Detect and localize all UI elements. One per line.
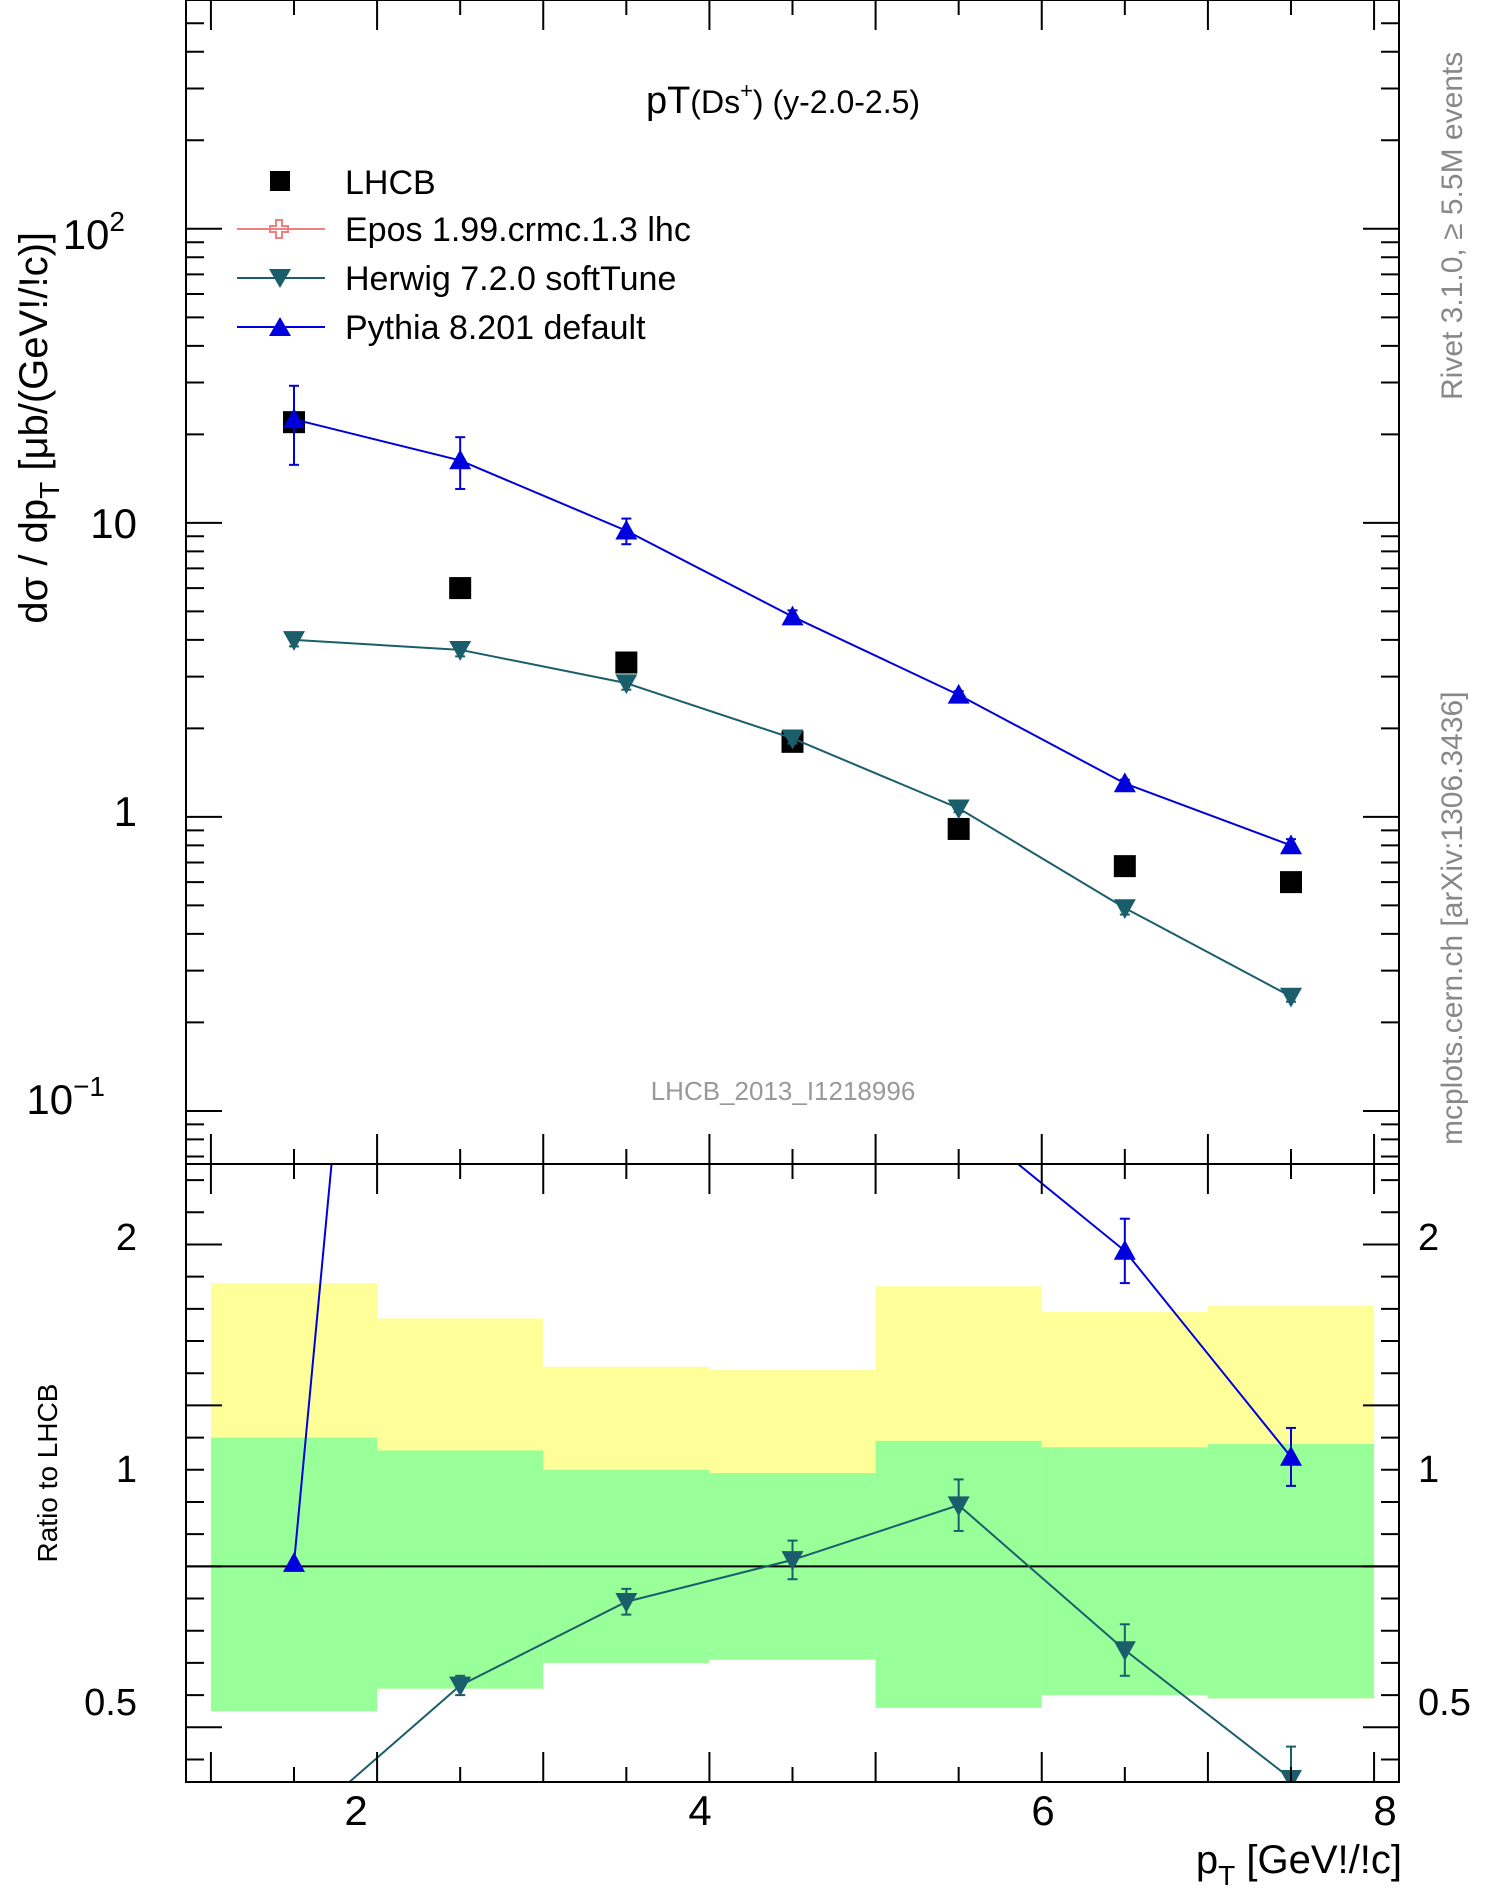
- legend-label: Herwig 7.2.0 softTune: [345, 260, 676, 298]
- data-point: [947, 799, 970, 820]
- band-green: [210, 1437, 378, 1712]
- rivet-version-label: Rivet 3.1.0, ≥ 5.5M events: [1436, 52, 1469, 400]
- legend-marker-triangle-up: [269, 317, 291, 336]
- ratio-y-tick-label-2: 2: [116, 1217, 137, 1259]
- plot-title: pT(Ds+) (y-2.0-2.5): [646, 78, 920, 122]
- data-point: [1279, 834, 1302, 855]
- ratio-y-tick-label-1: 1: [116, 1449, 137, 1491]
- main-plot-series: [283, 384, 1302, 1008]
- legend-label: Pythia 8.201 default: [345, 309, 646, 347]
- ratio-y-axis-title: Ratio to LHCB: [32, 1384, 63, 1563]
- legend-marker-open-cross: [269, 219, 289, 239]
- x-tick-label-8: 8: [1373, 1787, 1396, 1834]
- legend-label: Epos 1.99.crmc.1.3 lhc: [345, 211, 691, 249]
- y-tick-label-1: 1: [114, 788, 137, 835]
- band-green: [377, 1450, 544, 1689]
- ratio-y-tick-label-2-right: 2: [1418, 1217, 1439, 1259]
- ratio-y-tick-label-0p5: 0.5: [84, 1682, 137, 1724]
- x-tick-label-4: 4: [688, 1787, 711, 1834]
- data-point: [781, 605, 804, 626]
- ratio-data-point: [1279, 1445, 1302, 1466]
- ratio-y-tick-label-0p5-right: 0.5: [1418, 1682, 1471, 1724]
- ratio-data-point: [1113, 1641, 1136, 1662]
- legend-label: LHCB: [345, 164, 436, 202]
- data-point: [781, 729, 804, 750]
- ratio-data-point: [449, 1676, 472, 1697]
- data-point: [1279, 987, 1302, 1008]
- data-point: [449, 577, 472, 600]
- legend-item-herwig: Herwig 7.2.0 softTune: [237, 260, 676, 298]
- legend-item-epos: Epos 1.99.crmc.1.3 lhc: [237, 211, 691, 249]
- data-point: [283, 408, 306, 429]
- data-point: [1113, 899, 1136, 919]
- analysis-id-label: LHCB_2013_I1218996: [651, 1076, 916, 1106]
- mcplots-arxiv-label: mcplots.cern.ch [arXiv:1306.3436]: [1436, 691, 1469, 1145]
- y-tick-label-10: 10: [90, 500, 137, 547]
- x-axis-title: pT [GeV!/!c]: [1196, 1838, 1402, 1891]
- data-point: [1113, 772, 1136, 793]
- x-tick-label-6: 6: [1031, 1787, 1054, 1834]
- data-point: [947, 683, 970, 704]
- main-y-axis-title: dσ / dpT [μb/(GeV!/!c)]: [12, 232, 65, 624]
- legend: LHCB Epos 1.99.crmc.1.3 lhc Herwig 7.2.0…: [237, 164, 691, 347]
- data-point: [1113, 855, 1136, 878]
- x-tick-label-2: 2: [344, 1787, 367, 1834]
- data-point: [449, 449, 472, 470]
- legend-marker-square: [270, 171, 290, 191]
- legend-marker-triangle-down: [269, 269, 291, 288]
- data-point: [615, 651, 638, 674]
- ratio-y-tick-label-1-right: 1: [1418, 1449, 1439, 1491]
- axis-ticks: [186, 0, 1399, 1782]
- data-point: [1279, 871, 1302, 894]
- series-line: [293, 418, 1292, 847]
- series-line: [293, 638, 1292, 998]
- data-point: [449, 641, 472, 661]
- legend-item-pythia: Pythia 8.201 default: [237, 309, 646, 347]
- data-point: [283, 631, 306, 651]
- y-tick-label-100: 102: [63, 206, 125, 258]
- data-point: [615, 674, 638, 695]
- data-point: [947, 817, 970, 840]
- ratio-data-point: [947, 1496, 970, 1517]
- ratio-plot-series: [283, 1164, 1302, 1782]
- ratio-data-point: [615, 1592, 638, 1613]
- ratio-uncertainty-bands: [210, 1283, 1375, 1712]
- ratio-data-point: [781, 1551, 804, 1571]
- legend-item-lhcb: LHCB: [270, 164, 436, 202]
- ratio-data-point: [1113, 1239, 1136, 1260]
- y-tick-label-0p1: 10−1: [26, 1071, 105, 1123]
- data-point: [615, 519, 638, 540]
- ratio-data-point: [283, 1552, 306, 1572]
